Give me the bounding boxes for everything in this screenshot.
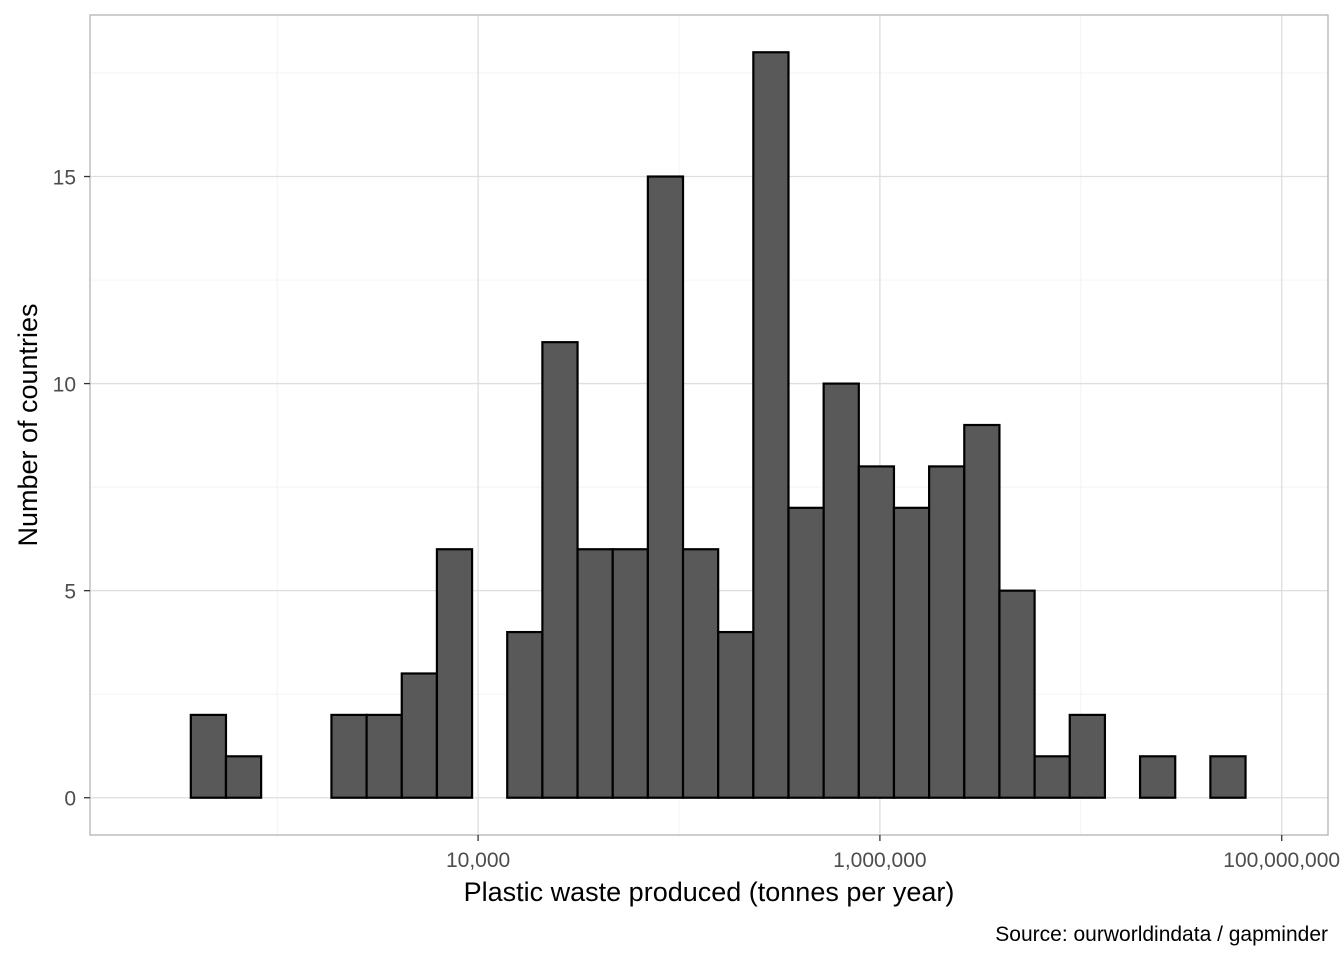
histogram-bar: [330, 713, 368, 799]
histogram-bar: [576, 548, 614, 799]
histogram-bar: [998, 589, 1036, 799]
histogram-bar: [189, 713, 228, 799]
histogram-bar: [1209, 755, 1247, 799]
x-tick-label: 10,000: [446, 849, 510, 872]
source-caption: Source: ourworldindata / gapminder: [995, 923, 1328, 946]
histogram-bar: [435, 548, 474, 799]
x-axis-ticks: 10,000 1,000,000 100,000,000: [446, 835, 1340, 872]
y-tick-label: 0: [64, 788, 76, 811]
histogram-bar: [787, 506, 825, 799]
y-tick-label: 10: [53, 374, 76, 397]
y-tick-label: 15: [53, 167, 76, 190]
histogram-bar: [1033, 755, 1071, 799]
y-axis-title: Number of countries: [13, 303, 43, 546]
histogram-bar: [963, 423, 1001, 799]
y-axis-ticks: 0 5 10 15: [53, 167, 90, 811]
histogram-bar: [717, 630, 755, 799]
histogram-bar: [506, 630, 544, 799]
major-gridlines: [90, 15, 1328, 835]
histogram-bar: [892, 506, 931, 799]
histogram-bar: [857, 465, 896, 799]
histogram-bar: [224, 755, 263, 799]
histogram-bar: [611, 548, 649, 799]
histogram-bar: [822, 382, 860, 799]
histogram-bar: [1068, 713, 1107, 799]
x-axis-title: Plastic waste produced (tonnes per year): [464, 877, 955, 907]
minor-gridlines: [90, 15, 1328, 835]
histogram-bars: [189, 51, 1247, 799]
x-tick-label: 1,000,000: [833, 849, 926, 872]
panel-border: [89, 14, 1329, 836]
histogram-bar: [752, 51, 790, 799]
histogram-bar: [541, 341, 579, 799]
histogram-bar: [365, 713, 403, 799]
histogram-bar: [681, 548, 720, 799]
histogram-bar: [928, 465, 966, 799]
histogram-bar: [646, 175, 685, 799]
histogram-bar: [400, 672, 439, 799]
histogram-bar: [1138, 755, 1177, 799]
y-tick-label: 5: [64, 581, 76, 604]
x-tick-label: 100,000,000: [1223, 849, 1340, 872]
